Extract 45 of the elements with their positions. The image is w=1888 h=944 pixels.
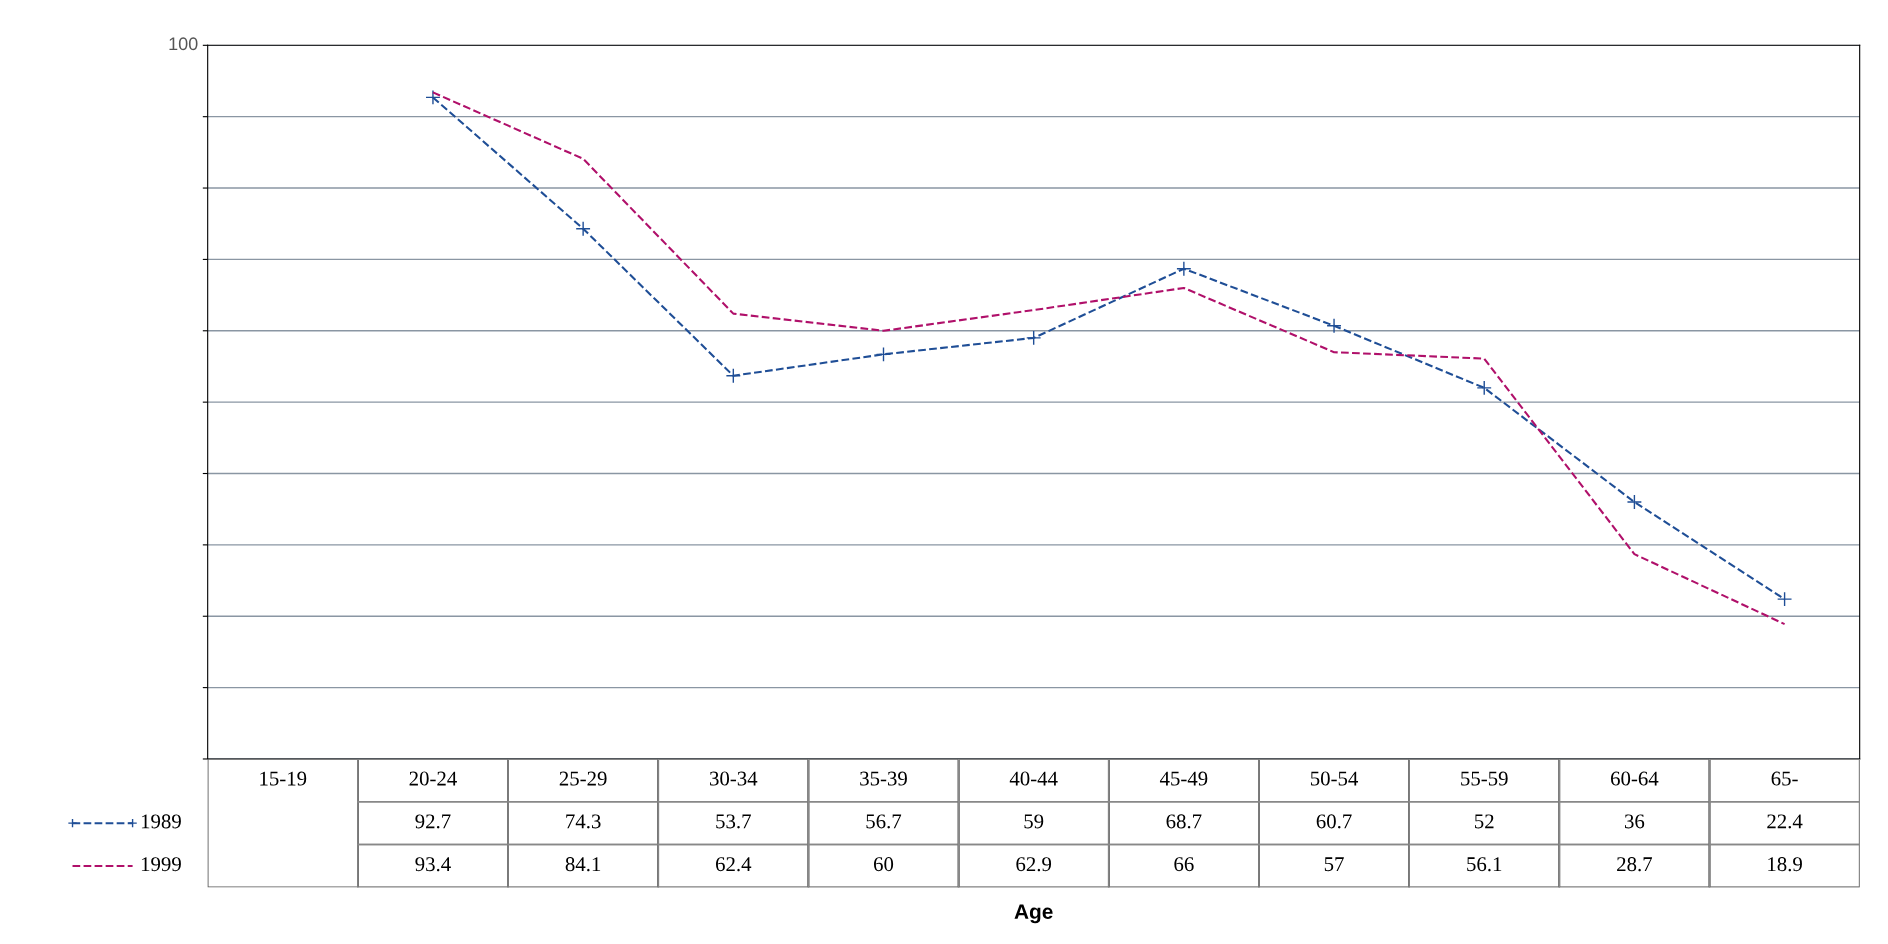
x-tick-label: 50-54 — [1310, 771, 1359, 786]
data-label: 60.7 — [1316, 814, 1352, 829]
x-tick-label: 40-44 — [1009, 771, 1058, 786]
x-tick-label: 35-39 — [860, 771, 907, 786]
data-label: 74.3 — [566, 814, 601, 829]
data-label: 62.4 — [715, 857, 752, 872]
x-tick-label: 15-19 — [260, 771, 307, 786]
data-label: 53.7 — [716, 814, 751, 829]
point — [1626, 494, 1643, 510]
data-label: 52 — [1475, 814, 1494, 829]
data-label: 66 — [1174, 857, 1194, 872]
x-tick-label: 55-59 — [1461, 771, 1508, 786]
data-label: 62.9 — [1016, 857, 1052, 872]
data-label: 56.7 — [866, 814, 902, 829]
data-label: 68.7 — [1166, 814, 1202, 829]
data-label: 57 — [1324, 857, 1344, 872]
point — [1776, 591, 1793, 607]
data-label: 93.4 — [415, 857, 451, 872]
data-label: 22.4 — [1767, 814, 1803, 829]
point — [425, 89, 441, 106]
point — [725, 368, 741, 384]
x-tick-label: 45-49 — [1159, 771, 1208, 786]
text: 100 — [169, 37, 198, 51]
legend-label: 1989 — [141, 814, 181, 829]
point — [1326, 318, 1342, 334]
x-tick-label: 30-34 — [710, 771, 758, 786]
point — [1026, 330, 1042, 346]
point — [1476, 380, 1492, 396]
point — [1176, 261, 1192, 277]
data-label: 59 — [1024, 814, 1044, 829]
data-label: 92.7 — [415, 814, 451, 829]
data-label: 36 — [1624, 814, 1645, 829]
text: Age — [1014, 904, 1053, 924]
x-tick-label: 60-64 — [1611, 771, 1659, 786]
data-label: 18.9 — [1768, 857, 1802, 872]
data-label: 60 — [873, 857, 894, 872]
point — [875, 346, 892, 362]
x-tick-label: 20-24 — [409, 771, 457, 786]
data-label: 28.7 — [1617, 857, 1653, 872]
x-tick-label: 25-29 — [559, 771, 607, 786]
x-tick-label: 65- — [1771, 771, 1798, 786]
data-label: 84.1 — [565, 857, 601, 872]
point — [575, 221, 591, 237]
data-label: 56.1 — [1467, 857, 1502, 872]
legend-label: 1999 — [141, 857, 181, 872]
